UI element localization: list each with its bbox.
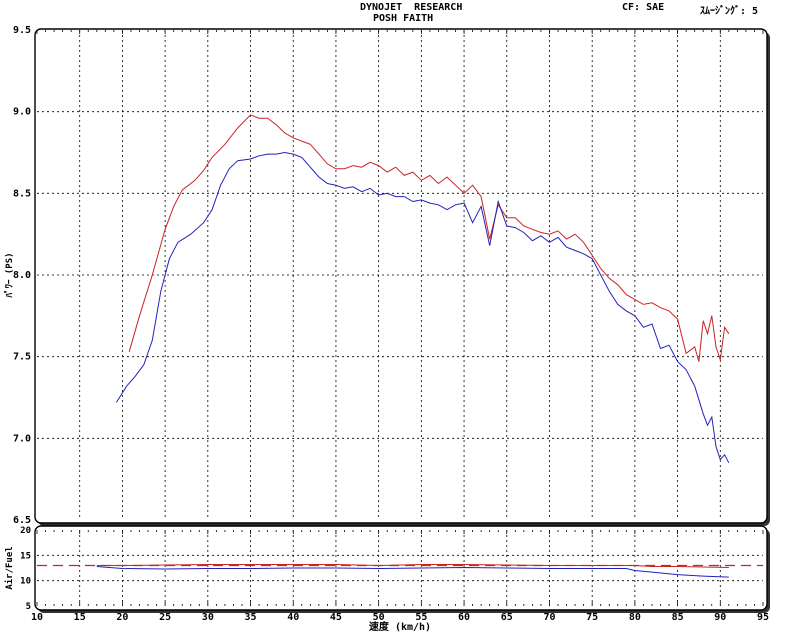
x-tick-label: 30 — [202, 612, 214, 623]
x-axis-label: 速度 (km/h) — [369, 620, 431, 632]
x-tick-label: 95 — [757, 612, 769, 623]
x-tick-label: 75 — [586, 612, 598, 623]
y-tick-label: 8.0 — [13, 270, 31, 281]
y-tick-label: 9.0 — [13, 107, 31, 118]
x-tick-label: 45 — [330, 612, 342, 623]
series-line-red — [96, 564, 729, 568]
series-line-red — [128, 114, 730, 362]
x-tick-label: 40 — [287, 612, 299, 623]
y-tick-label: 8.5 — [13, 188, 31, 199]
chart-title: DYNOJET RESEARCH — [360, 2, 463, 13]
x-tick-label: 35 — [245, 612, 257, 623]
x-tick-label: 80 — [629, 612, 641, 623]
y-tick-label: 7.0 — [13, 433, 31, 444]
x-tick-label: 20 — [116, 612, 128, 623]
y-tick-label: 7.5 — [13, 352, 31, 363]
panel-frame — [34, 28, 768, 524]
y-tick-label: 20 — [20, 526, 31, 536]
x-tick-label: 15 — [74, 612, 86, 623]
x-tick-label: 70 — [543, 612, 555, 623]
x-tick-label: 60 — [458, 612, 470, 623]
y-tick-label: 5 — [26, 602, 31, 612]
y-tick-label: 9.5 — [13, 25, 31, 36]
y-axis-label: Air/Fuel — [4, 546, 15, 589]
x-tick-label: 90 — [714, 612, 726, 623]
series-line-blue — [96, 566, 729, 578]
y-tick-label: 6.5 — [13, 515, 31, 526]
x-tick-label: 25 — [159, 612, 171, 623]
chart-header: DYNOJET RESEARCH POSH FAITH CF: SAE ｽﾑｰｼ… — [0, 0, 800, 28]
series-line-blue — [115, 151, 730, 464]
x-tick-label: 50 — [373, 612, 385, 623]
smoothing-level: ｽﾑｰｼﾞﾝｸﾞ: 5 — [700, 6, 759, 17]
correction-factor: CF: SAE — [622, 2, 665, 13]
x-tick-label: 65 — [501, 612, 513, 623]
y-tick-label: 10 — [20, 577, 31, 587]
y-axis-label: ﾊﾟﾜｰ (PS) — [3, 252, 15, 298]
chart-subtitle: POSH FAITH — [373, 13, 434, 24]
x-tick-label: 85 — [672, 612, 684, 623]
x-tick-label: 55 — [415, 612, 427, 623]
y-tick-label: 15 — [20, 551, 31, 561]
x-tick-label: 10 — [31, 612, 43, 623]
